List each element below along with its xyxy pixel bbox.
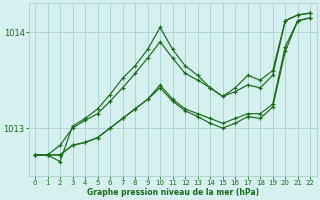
X-axis label: Graphe pression niveau de la mer (hPa): Graphe pression niveau de la mer (hPa): [87, 188, 259, 197]
